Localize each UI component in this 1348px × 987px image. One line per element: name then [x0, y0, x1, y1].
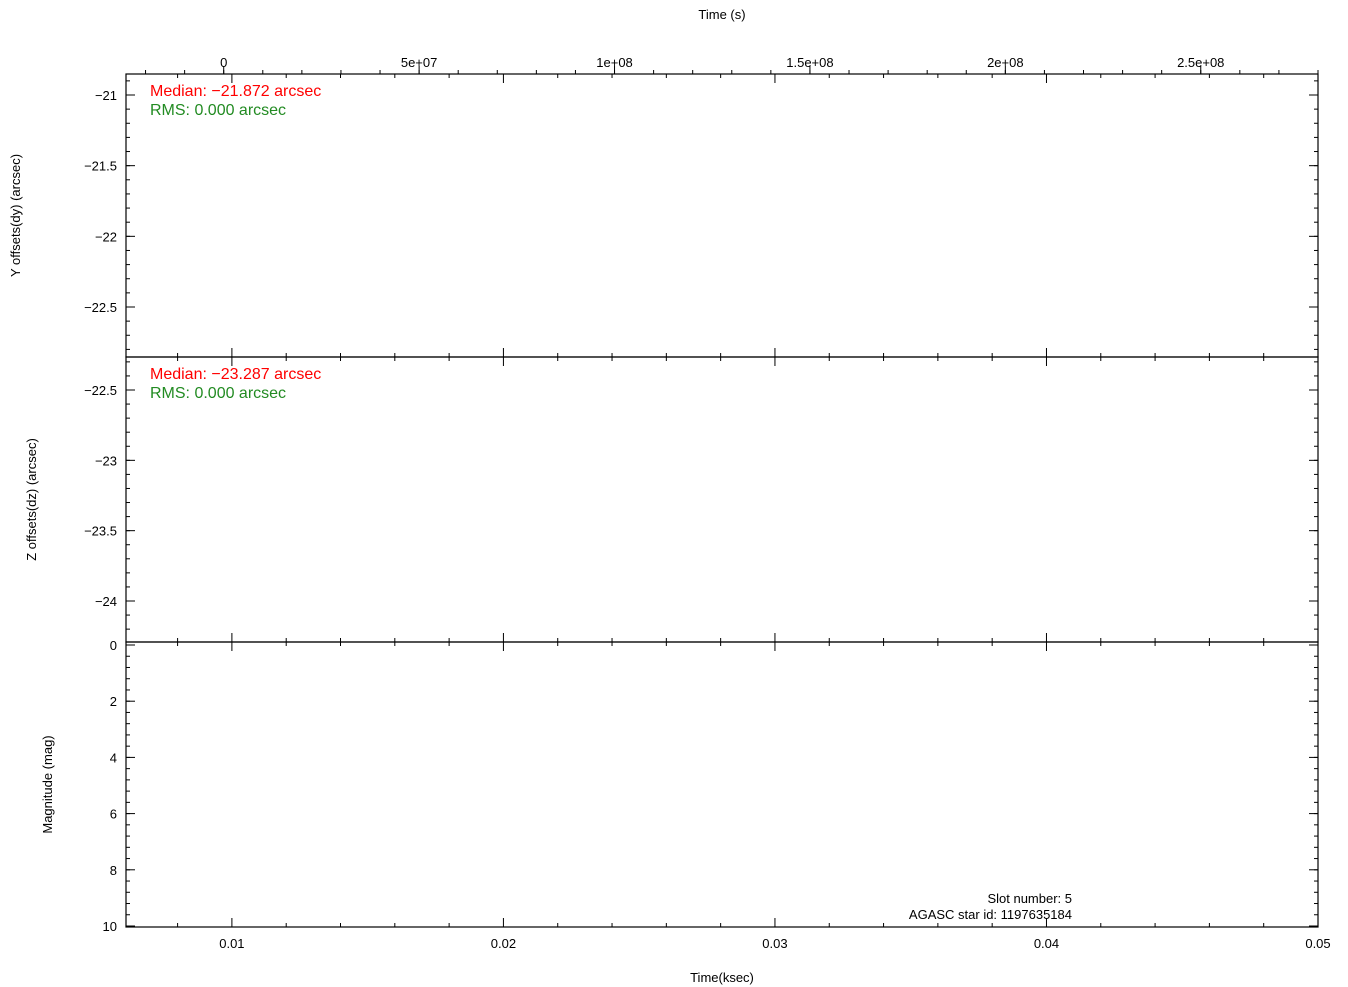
x-tick-label: 0.02: [491, 936, 516, 951]
annotations: Median: −21.872 arcsec RMS: 0.000 arcsec M…: [150, 83, 1072, 922]
y-axis-title: Z offsets(dz) (arcsec): [24, 438, 39, 561]
y-tick-label: −21.5: [84, 159, 117, 174]
top-x-tick-label: 1e+08: [596, 55, 633, 70]
top-x-tick-label: 2.5e+08: [1177, 55, 1224, 70]
y-axis-title: Y offsets(dy) (arcsec): [8, 154, 23, 277]
x-tick-label: 0.04: [1034, 936, 1059, 951]
top-x-tick-label: 2e+08: [987, 55, 1024, 70]
x-tick-label: 0.05: [1305, 936, 1330, 951]
y-tick-label: −22.5: [84, 383, 117, 398]
x-tick-label: 0.03: [762, 936, 787, 951]
y-axis-title: Magnitude (mag): [40, 735, 55, 833]
y-tick-label: 8: [110, 863, 117, 878]
axis-ticks: [126, 66, 1319, 927]
axis-labels: −21 −21.5 −22 −22.5 Y offsets(dy) (arcsec) −2…: [8, 7, 1331, 985]
y-tick-label: −24: [95, 594, 117, 609]
stat-annotation: Median: −23.287 arcsec: [150, 366, 321, 383]
panel-frame-3: [125, 641, 1319, 928]
y-tick-label: 10: [103, 919, 117, 934]
y-tick-label: 4: [110, 750, 117, 765]
top-axis-title: Time (s): [698, 7, 745, 22]
y-tick-label: −22: [95, 229, 117, 244]
stat-annotation: RMS: 0.000 arcsec: [150, 102, 286, 119]
panel-frames: [125, 73, 1319, 928]
panel-frame-2: [125, 356, 1319, 643]
y-tick-label: 6: [110, 807, 117, 822]
y-tick-label: −23: [95, 453, 117, 468]
top-x-tick-label: 5e+07: [401, 55, 438, 70]
x-axis-title: Time(ksec): [690, 970, 754, 985]
y-tick-label: 0: [110, 638, 117, 653]
y-tick-label: −23.5: [84, 524, 117, 539]
panel-frame-1: [125, 73, 1319, 358]
slot-number-note: Slot number: 5: [987, 891, 1072, 906]
stat-annotation: RMS: 0.000 arcsec: [150, 385, 286, 402]
y-tick-label: −22.5: [84, 300, 117, 315]
y-tick-label: 2: [110, 694, 117, 709]
top-x-tick-label: 1.5e+08: [786, 55, 833, 70]
y-tick-label: −21: [95, 88, 117, 103]
agasc-id-note: AGASC star id: 1197635184: [909, 907, 1072, 922]
top-x-tick-label: 0: [220, 55, 227, 70]
stat-annotation: Median: −21.872 arcsec: [150, 83, 321, 100]
x-tick-label: 0.01: [219, 936, 244, 951]
